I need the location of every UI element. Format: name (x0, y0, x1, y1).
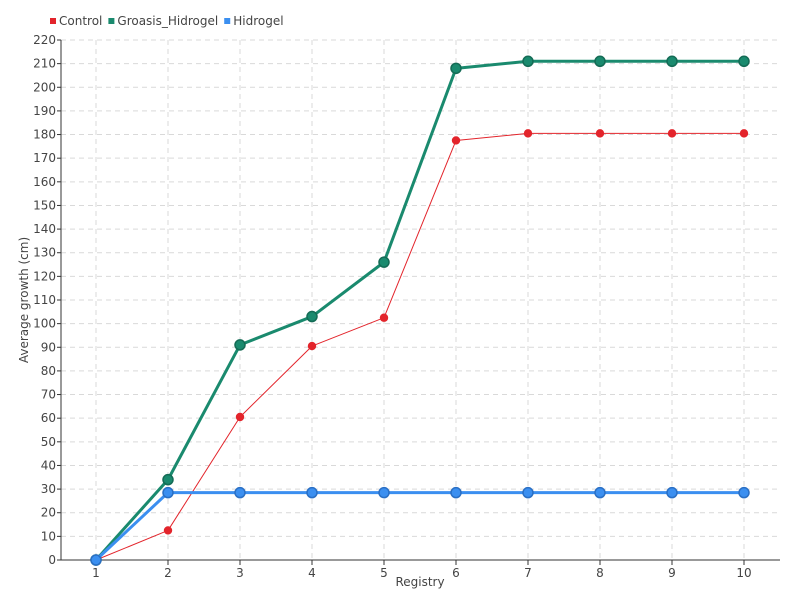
y-tick-label: 200 (33, 80, 56, 94)
data-point[interactable] (667, 129, 677, 138)
data-point[interactable] (378, 256, 390, 268)
x-tick-label: 3 (236, 566, 244, 580)
y-tick-label: 210 (33, 57, 56, 71)
y-axis-title: Average growth (cm) (17, 237, 31, 363)
y-tick-label: 180 (33, 128, 56, 142)
data-point[interactable] (378, 486, 390, 499)
data-point[interactable] (666, 55, 678, 68)
data-point[interactable] (594, 486, 606, 499)
series-line (94, 491, 744, 562)
y-tick-label: 90 (41, 340, 56, 354)
legend-marker (224, 18, 231, 24)
x-tick-label: 2 (164, 566, 172, 580)
y-tick-label: 30 (41, 482, 56, 496)
data-point[interactable] (306, 486, 318, 499)
y-tick-label: 150 (33, 198, 56, 212)
legend-label: Control (59, 14, 102, 28)
legend: Control Groasis_Hidrogel Hidrogel (50, 14, 284, 28)
series-line (95, 132, 744, 561)
data-point[interactable] (306, 310, 318, 323)
legend-marker (108, 18, 115, 24)
legend-item[interactable]: Groasis_Hidrogel (108, 14, 218, 28)
y-tick-label: 160 (33, 175, 56, 189)
y-tick-label: 120 (33, 269, 56, 283)
data-point[interactable] (522, 486, 534, 499)
y-tick-label: 220 (33, 33, 56, 47)
data-point[interactable] (163, 526, 173, 535)
series-line (94, 59, 744, 562)
y-tick-label: 110 (33, 293, 56, 307)
legend-marker (50, 18, 56, 24)
data-point[interactable] (523, 129, 533, 138)
grid (61, 39, 780, 560)
x-tick-label: 8 (596, 566, 604, 580)
data-point[interactable] (90, 554, 102, 566)
series-control (91, 129, 749, 565)
data-point[interactable] (522, 55, 534, 68)
y-tick-label: 60 (41, 411, 56, 425)
y-tick-label: 190 (33, 104, 56, 118)
data-point[interactable] (450, 486, 462, 499)
y-tick-label: 170 (33, 151, 56, 165)
legend-item[interactable]: Control (50, 14, 102, 28)
y-tick-label: 40 (41, 458, 56, 472)
y-tick-label: 20 (41, 506, 56, 520)
y-tick-label: 140 (33, 222, 56, 236)
data-point[interactable] (162, 486, 174, 499)
x-tick-label: 5 (380, 566, 388, 580)
data-point[interactable] (738, 486, 750, 499)
y-tick-label: 130 (33, 246, 56, 260)
data-point[interactable] (594, 55, 606, 68)
x-tick-label: 1 (92, 566, 100, 580)
data-point[interactable] (595, 129, 605, 138)
series-layer (90, 55, 750, 566)
y-tick-label: 50 (41, 435, 56, 449)
x-tick-label: 4 (308, 566, 316, 580)
data-point[interactable] (235, 412, 245, 422)
x-axis-title: Registry (395, 575, 444, 589)
legend-label: Groasis_Hidrogel (117, 14, 218, 28)
legend-item[interactable]: Hidrogel (224, 14, 284, 28)
data-point[interactable] (450, 62, 462, 75)
data-point[interactable] (234, 339, 246, 351)
data-point[interactable] (307, 341, 317, 351)
series-hidrogel (90, 486, 750, 566)
x-tick-label: 7 (524, 566, 532, 580)
y-tick-label: 100 (33, 317, 56, 331)
legend-label: Hidrogel (233, 14, 283, 28)
x-tick-label: 10 (736, 566, 751, 580)
y-tick-label: 70 (41, 388, 56, 402)
data-point[interactable] (666, 486, 678, 499)
y-tick-label: 0 (48, 553, 56, 567)
data-point[interactable] (379, 313, 389, 322)
axes: 0102030405060708090100110120130140150160… (33, 33, 780, 580)
data-point[interactable] (234, 486, 246, 499)
y-tick-label: 80 (41, 364, 56, 378)
y-tick-label: 10 (41, 529, 56, 543)
x-tick-label: 6 (452, 566, 460, 580)
data-point[interactable] (451, 136, 461, 145)
series-groasis-hidrogel (90, 55, 750, 566)
data-point[interactable] (738, 55, 750, 68)
data-point[interactable] (162, 473, 174, 486)
x-tick-label: 9 (668, 566, 676, 580)
data-point[interactable] (739, 129, 749, 138)
